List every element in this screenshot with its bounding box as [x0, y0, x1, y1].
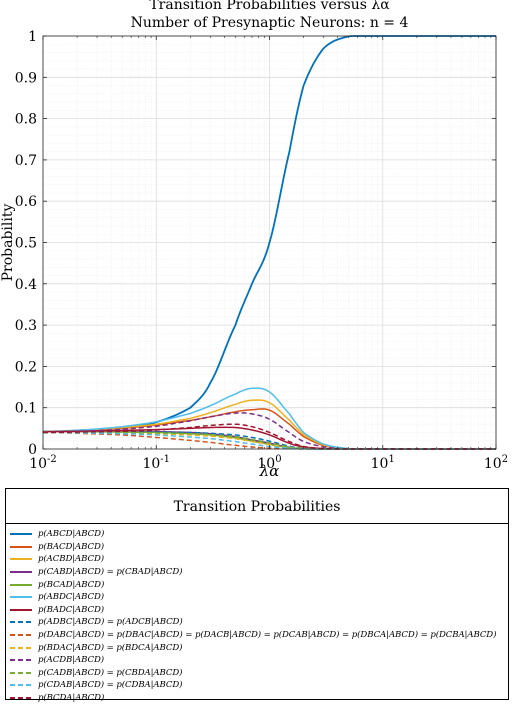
- y-tick-label: 0.6: [15, 194, 37, 210]
- chart-title: Transition Probabilities versus λα: [149, 0, 390, 13]
- legend-swatch: [10, 558, 32, 561]
- legend-label: p(DABC|ABCD) = p(DBAC|ABCD) = p(DACB|ABC…: [38, 630, 497, 641]
- x-tick-label-exponent: 1: [388, 454, 394, 465]
- legend-item: p(ADBC|ABCD) = p(ADCB|ABCD): [6, 616, 508, 629]
- y-tick-label: 1: [28, 29, 37, 45]
- legend-label: p(BDAC|ABCD) = p(BDCA|ABCD): [38, 642, 183, 653]
- legend-label: p(ACBD|ABCD): [38, 554, 105, 565]
- legend-swatch: [10, 646, 32, 649]
- legend-swatch: [10, 533, 32, 536]
- legend-swatch: [10, 697, 32, 700]
- y-axis-label: Probability: [0, 204, 16, 282]
- legend-item: p(BDAC|ABCD) = p(BDCA|ABCD): [6, 641, 508, 654]
- legend: Transition Probabilities p(ABCD|ABCD) p(B…: [5, 488, 509, 703]
- legend-swatch: [10, 608, 32, 611]
- legend-item: p(ACBD|ABCD): [6, 553, 508, 566]
- x-tick-label-exponent: 0: [275, 454, 281, 465]
- x-tick-label-base: 10: [29, 456, 47, 472]
- legend-item: p(ABCD|ABCD): [6, 528, 508, 541]
- x-tick-label: 102: [484, 454, 508, 472]
- legend-label: p(BCDA|ABCD): [38, 693, 105, 704]
- legend-title: Transition Probabilities: [173, 499, 341, 515]
- chart-subtitle: Number of Presynaptic Neurons: n = 4: [131, 15, 409, 31]
- x-tick-label-exponent: -1: [160, 454, 170, 465]
- legend-item: p(CADB|ABCD) = p(CBDA|ABCD): [6, 667, 508, 680]
- x-tick-label: 100: [257, 454, 281, 472]
- legend-label: p(ABCD|ABCD): [38, 529, 105, 540]
- legend-swatch: [10, 621, 32, 624]
- legend-label: p(CABD|ABCD) = p(CBAD|ABCD): [38, 567, 183, 578]
- legend-item: p(DABC|ABCD) = p(DBAC|ABCD) = p(DACB|ABC…: [6, 629, 508, 642]
- legend-swatch: [10, 545, 32, 548]
- legend-label: p(BCAD|ABCD): [38, 579, 105, 590]
- legend-swatch: [10, 583, 32, 586]
- legend-swatch: [10, 671, 32, 674]
- legend-swatch: [10, 634, 32, 637]
- legend-swatch: [10, 684, 32, 687]
- y-tick-label: 0.8: [15, 112, 37, 128]
- legend-item: p(ACDB|ABCD): [6, 654, 508, 667]
- legend-item: p(CDAB|ABCD) = p(CDBA|ABCD): [6, 679, 508, 692]
- series-line-14: [42, 423, 496, 450]
- legend-divider: [6, 523, 508, 524]
- x-tick-label-exponent: -2: [47, 454, 57, 465]
- x-tick-label: 101: [371, 454, 395, 472]
- x-tick-label: 10-1: [142, 454, 170, 472]
- legend-label: p(ABDC|ABCD): [38, 592, 105, 603]
- legend-label: p(ACDB|ABCD): [38, 655, 105, 666]
- legend-label: p(BACD|ABCD): [38, 541, 105, 552]
- x-tick-label-base: 10: [484, 456, 502, 472]
- x-tick-label-base: 10: [257, 456, 275, 472]
- chart-container: 0 0.1 0.2 0.3 0.4 0.5 0.6 0.7 0.8 0.9 1 10-2 10-1 100…: [0, 0, 508, 480]
- legend-item: p(BCDA|ABCD): [6, 692, 508, 705]
- x-tick-label: 10-2: [29, 454, 57, 472]
- y-tick-label: 0.7: [15, 153, 37, 169]
- y-tick-label: 0.5: [15, 236, 37, 252]
- legend-list: p(ABCD|ABCD) p(BACD|ABCD) p(ACBD|ABCD) p(CA…: [6, 528, 508, 704]
- y-tick-label: 0: [28, 442, 37, 458]
- legend-item: p(ABDC|ABCD): [6, 591, 508, 604]
- legend-item: p(BADC|ABCD): [6, 604, 508, 617]
- legend-label: p(ADBC|ABCD) = p(ADCB|ABCD): [38, 617, 183, 628]
- x-axis-label: λα: [259, 462, 280, 480]
- x-tick-label-base: 10: [371, 456, 389, 472]
- x-tick-label-base: 10: [142, 456, 160, 472]
- x-tick-label-exponent: 2: [502, 454, 508, 465]
- legend-label: p(CDAB|ABCD) = p(CDBA|ABCD): [38, 680, 183, 691]
- series-line-6: [42, 387, 496, 450]
- y-tick-label: 0.1: [15, 401, 37, 417]
- legend-label: p(BADC|ABCD): [38, 604, 105, 615]
- legend-item: p(CABD|ABCD) = p(CBAD|ABCD): [6, 566, 508, 579]
- y-tick-label: 0.4: [15, 277, 37, 293]
- y-tick-label: 0.3: [15, 318, 37, 334]
- legend-swatch: [10, 571, 32, 574]
- legend-swatch: [10, 596, 32, 599]
- legend-swatch: [10, 659, 32, 662]
- legend-item: p(BACD|ABCD): [6, 541, 508, 554]
- legend-label: p(CADB|ABCD) = p(CBDA|ABCD): [38, 667, 183, 678]
- y-tick-label: 0.2: [15, 359, 37, 375]
- y-tick-label: 0.9: [15, 70, 37, 86]
- legend-item: p(BCAD|ABCD): [6, 578, 508, 591]
